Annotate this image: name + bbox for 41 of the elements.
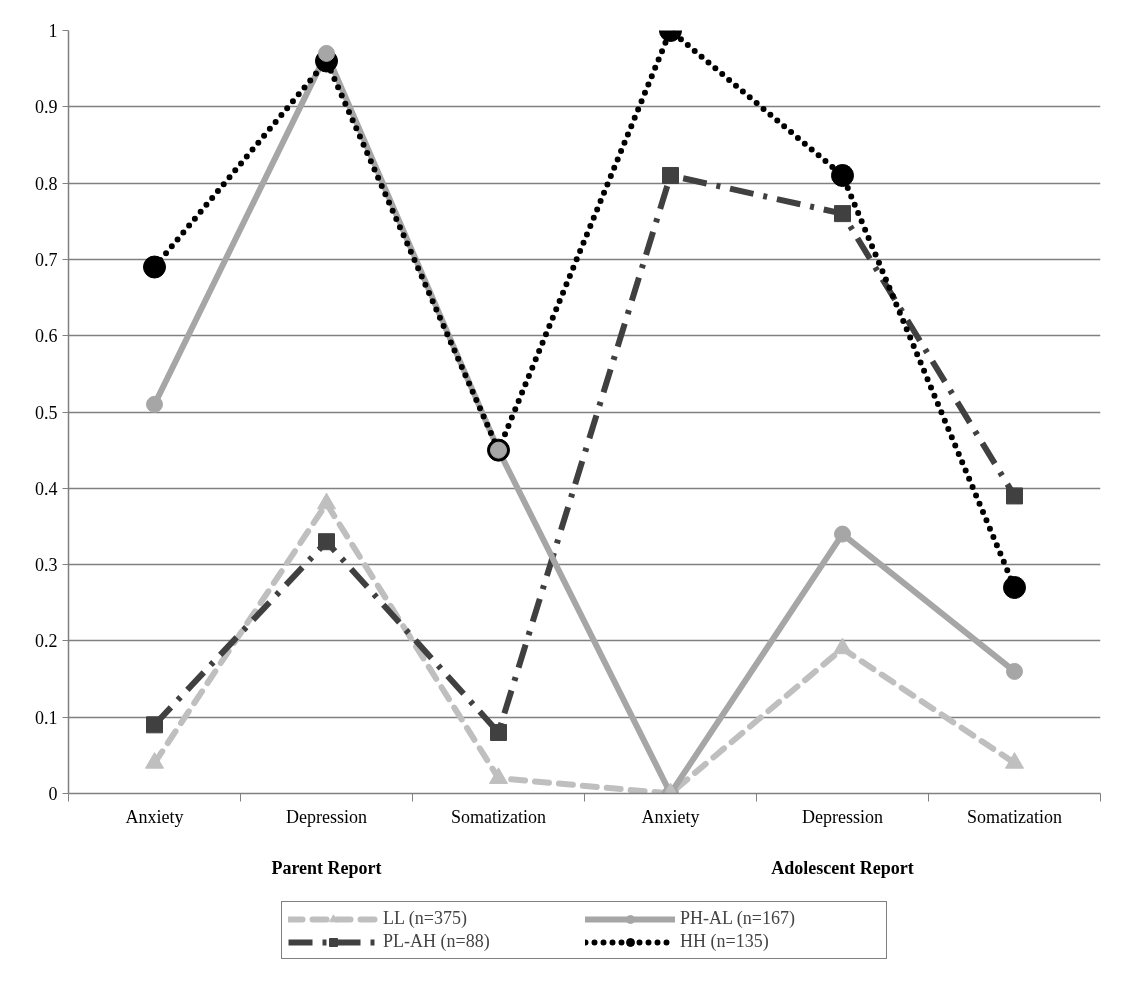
y-tick-label: 0	[48, 784, 58, 804]
text: Adolescent Report	[771, 857, 914, 878]
y-tick-label: 0.5	[35, 402, 58, 423]
point	[145, 752, 164, 769]
y-tick-label: 0.3	[35, 555, 58, 576]
legend-label: LL (n=375)	[383, 908, 468, 929]
point	[1006, 662, 1023, 680]
y-tick-label: 0.7	[35, 249, 58, 270]
legend-label: HH (n=135)	[680, 931, 770, 952]
legend-label: PH-AL (n=167)	[680, 908, 796, 929]
y-tick-label: 0.2	[35, 631, 58, 652]
x-tick-label: Depression	[286, 806, 367, 827]
text: Parent Report	[271, 857, 382, 878]
x-tick-label: Anxiety	[641, 806, 700, 827]
y-tick-label: 0.4	[35, 478, 58, 499]
point	[317, 492, 336, 510]
point	[318, 44, 335, 62]
point	[833, 637, 852, 655]
point	[834, 205, 851, 223]
point	[1006, 487, 1023, 505]
point	[662, 166, 679, 184]
point	[146, 395, 163, 413]
x-tick-label: Somatization	[967, 806, 1062, 827]
point	[143, 255, 166, 279]
y-tick-label: 1	[48, 21, 58, 41]
y-tick-label: 0.8	[35, 173, 58, 194]
x-tick-label: Somatization	[451, 806, 546, 827]
x-tick-label: Depression	[802, 806, 883, 827]
point	[490, 723, 507, 741]
point	[1005, 752, 1024, 769]
point	[1003, 576, 1026, 599]
point	[834, 525, 851, 543]
point	[318, 533, 335, 551]
y-tick-label: 0.9	[35, 97, 58, 118]
point	[489, 767, 508, 784]
y-tick-label: 0.6	[35, 326, 58, 347]
legend-label: PL-AH (n=88)	[383, 931, 491, 952]
point	[146, 716, 163, 734]
point	[831, 163, 854, 187]
x-tick-label: Anxiety	[125, 806, 184, 827]
y-tick-label: 0.1	[35, 707, 58, 728]
